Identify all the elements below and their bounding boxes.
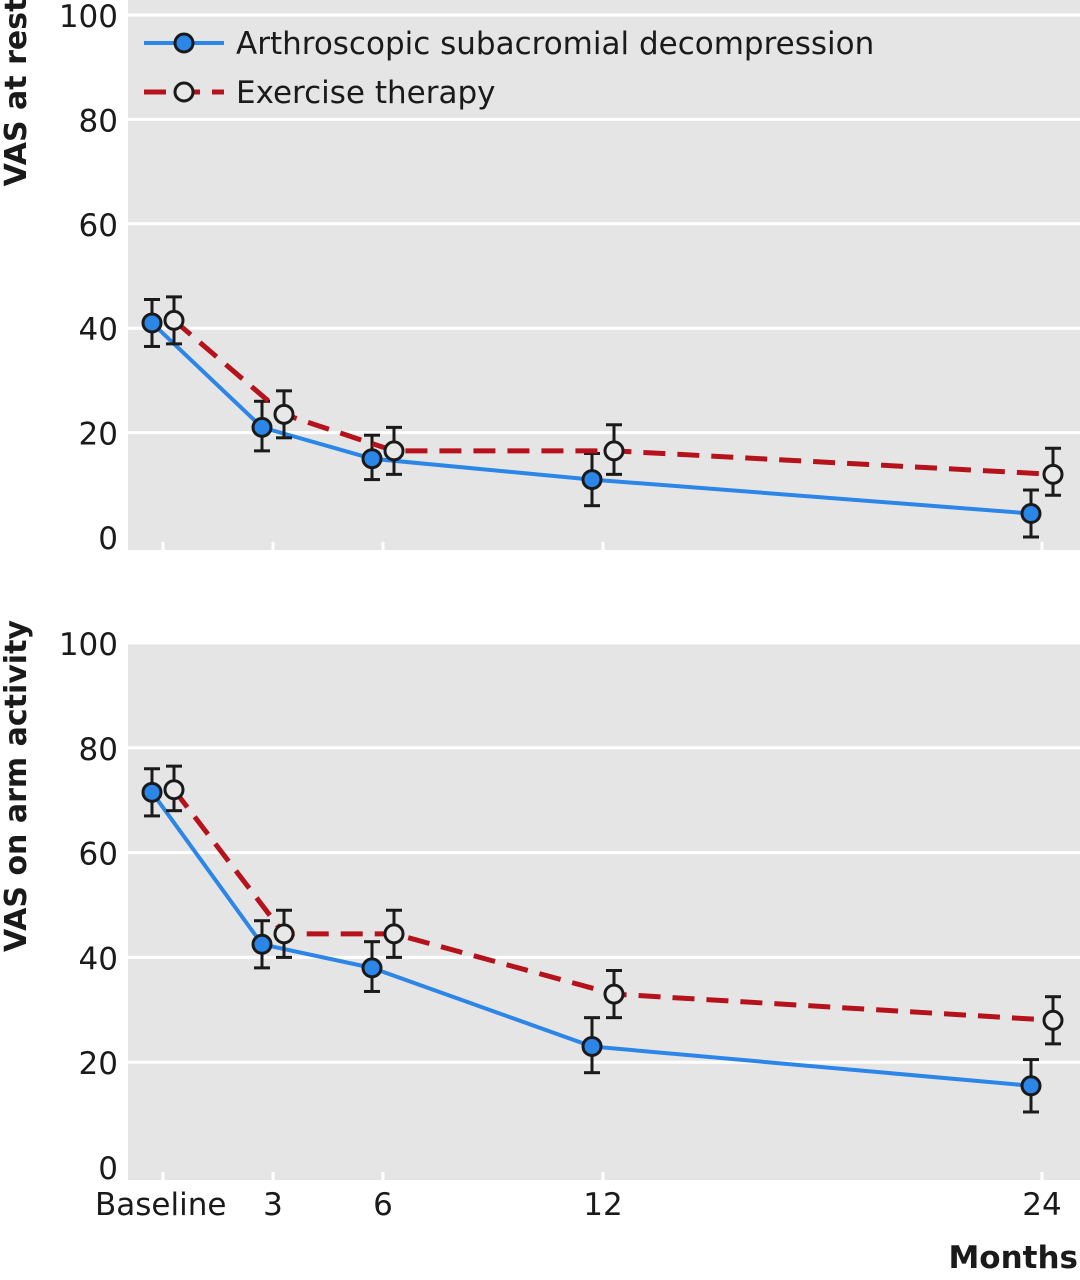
data-point-asd <box>361 957 383 979</box>
plot-background <box>128 642 1080 1180</box>
legend-marker-exercise <box>173 81 195 103</box>
data-point-exercise <box>1042 1009 1064 1031</box>
y-axis-label-activity: VAS on arm activity <box>0 620 34 952</box>
legend-marker-asd <box>173 32 195 54</box>
data-point-asd <box>1020 1075 1042 1097</box>
y-tick-label: 20 <box>79 1046 118 1082</box>
data-point-asd <box>581 469 603 491</box>
x-tick-label: 24 <box>1022 1187 1061 1223</box>
x-tick-label: 12 <box>583 1187 622 1223</box>
y-tick-label: 100 <box>59 627 118 663</box>
x-axis-label: Months <box>948 1240 1078 1276</box>
data-point-exercise <box>603 983 625 1005</box>
data-point-exercise <box>273 403 295 425</box>
legend-label-asd: Arthroscopic subacromial decompression <box>236 26 874 62</box>
y-tick-label: 80 <box>79 103 118 139</box>
y-tick-label: 100 <box>59 0 118 35</box>
data-point-exercise <box>1042 463 1064 485</box>
data-point-asd <box>141 312 163 334</box>
data-point-exercise <box>603 440 625 462</box>
data-point-asd <box>581 1035 603 1057</box>
y-tick-label: 0 <box>98 521 118 557</box>
plot-background <box>128 0 1080 550</box>
legend-label-exercise: Exercise therapy <box>236 75 496 111</box>
y-tick-label: 40 <box>79 941 118 977</box>
panel-vas-at-rest: 0 20 40 60 80 100 <box>59 0 1080 557</box>
data-point-exercise <box>383 440 405 462</box>
data-point-exercise <box>273 923 295 945</box>
data-point-exercise <box>163 779 185 801</box>
data-point-asd <box>251 933 273 955</box>
y-axis-label-rest: VAS at rest <box>0 0 34 186</box>
y-tick-label: 20 <box>79 417 118 453</box>
y-tick-label: 60 <box>79 837 118 873</box>
y-tick-label: 40 <box>79 312 118 348</box>
x-axis: Baseline 3 6 12 24 <box>95 1187 1062 1223</box>
y-tick-label: 80 <box>79 732 118 768</box>
series-line-exercise <box>172 318 1054 477</box>
panel-vas-on-arm-activity: 0 20 40 60 80 100 <box>59 627 1080 1187</box>
x-tick-label: 6 <box>373 1187 393 1223</box>
y-tick-label: 0 <box>98 1151 118 1187</box>
data-point-asd <box>141 781 163 803</box>
data-point-asd <box>361 448 383 470</box>
x-tick-label: 3 <box>263 1187 283 1223</box>
legend: Arthroscopic subacromial decompression E… <box>144 26 874 111</box>
x-tick-label: Baseline <box>95 1187 226 1223</box>
y-tick-label: 60 <box>79 208 118 244</box>
data-point-asd <box>251 416 273 438</box>
data-point-exercise <box>163 309 185 331</box>
data-point-asd <box>1020 503 1042 525</box>
data-point-exercise <box>383 923 405 945</box>
